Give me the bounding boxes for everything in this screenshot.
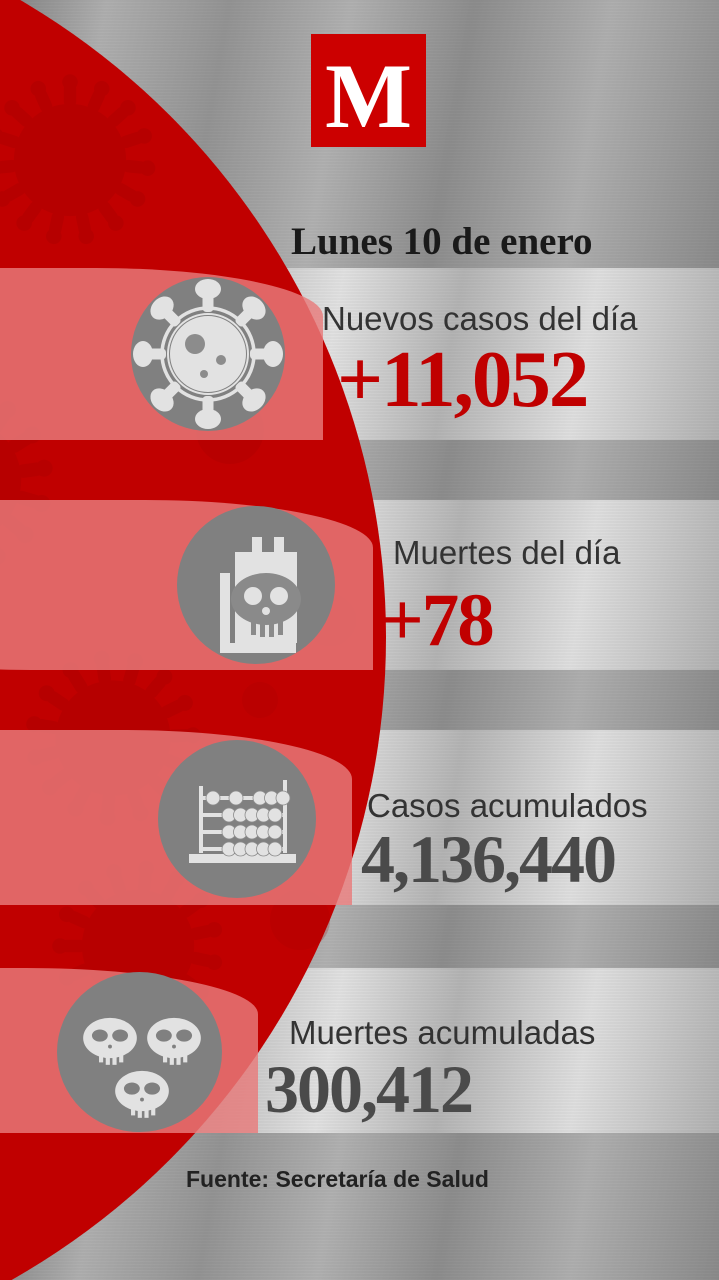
svg-text:M: M	[325, 45, 412, 147]
